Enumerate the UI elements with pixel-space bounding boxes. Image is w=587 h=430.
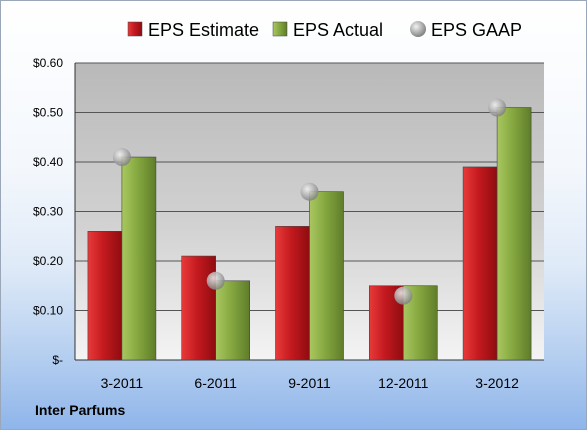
legend-swatch xyxy=(410,21,426,37)
y-tick-label: $0.60 xyxy=(33,56,63,70)
y-tick-label: $- xyxy=(52,353,63,367)
bar-eps-estimate xyxy=(462,166,498,361)
y-tick-label: $0.40 xyxy=(33,155,63,169)
x-tick-label: 3-2012 xyxy=(475,375,519,391)
legend-label: EPS GAAP xyxy=(431,20,522,40)
company-name: Inter Parfums xyxy=(35,402,126,418)
point-eps-gaap xyxy=(488,98,507,117)
legend-swatch xyxy=(272,21,288,37)
bar-eps-actual xyxy=(121,156,157,361)
bar-eps-actual xyxy=(496,107,532,361)
legend-label: EPS Estimate xyxy=(148,20,259,40)
x-tick-label: 9-2011 xyxy=(288,375,331,391)
y-tick-label: $0.30 xyxy=(33,205,63,219)
bar-eps-actual xyxy=(309,191,344,361)
y-tick-label: $0.10 xyxy=(33,304,63,318)
y-tick-label: $0.20 xyxy=(33,254,63,268)
bar-eps-actual xyxy=(215,280,250,361)
point-eps-gaap xyxy=(300,182,319,201)
x-tick-label: 6-2011 xyxy=(194,375,237,391)
x-tick-label: 3-2011 xyxy=(101,375,144,391)
legend-label: EPS Actual xyxy=(293,20,383,40)
bar-eps-estimate xyxy=(275,226,310,361)
bar-eps-estimate xyxy=(87,231,123,361)
x-tick-label: 12-2011 xyxy=(378,375,429,391)
point-eps-gaap xyxy=(206,271,225,290)
y-tick-label: $0.50 xyxy=(33,106,63,120)
legend-swatch xyxy=(127,21,143,37)
point-eps-gaap xyxy=(394,286,413,305)
point-eps-gaap xyxy=(112,148,131,167)
bar-eps-estimate xyxy=(181,255,216,361)
